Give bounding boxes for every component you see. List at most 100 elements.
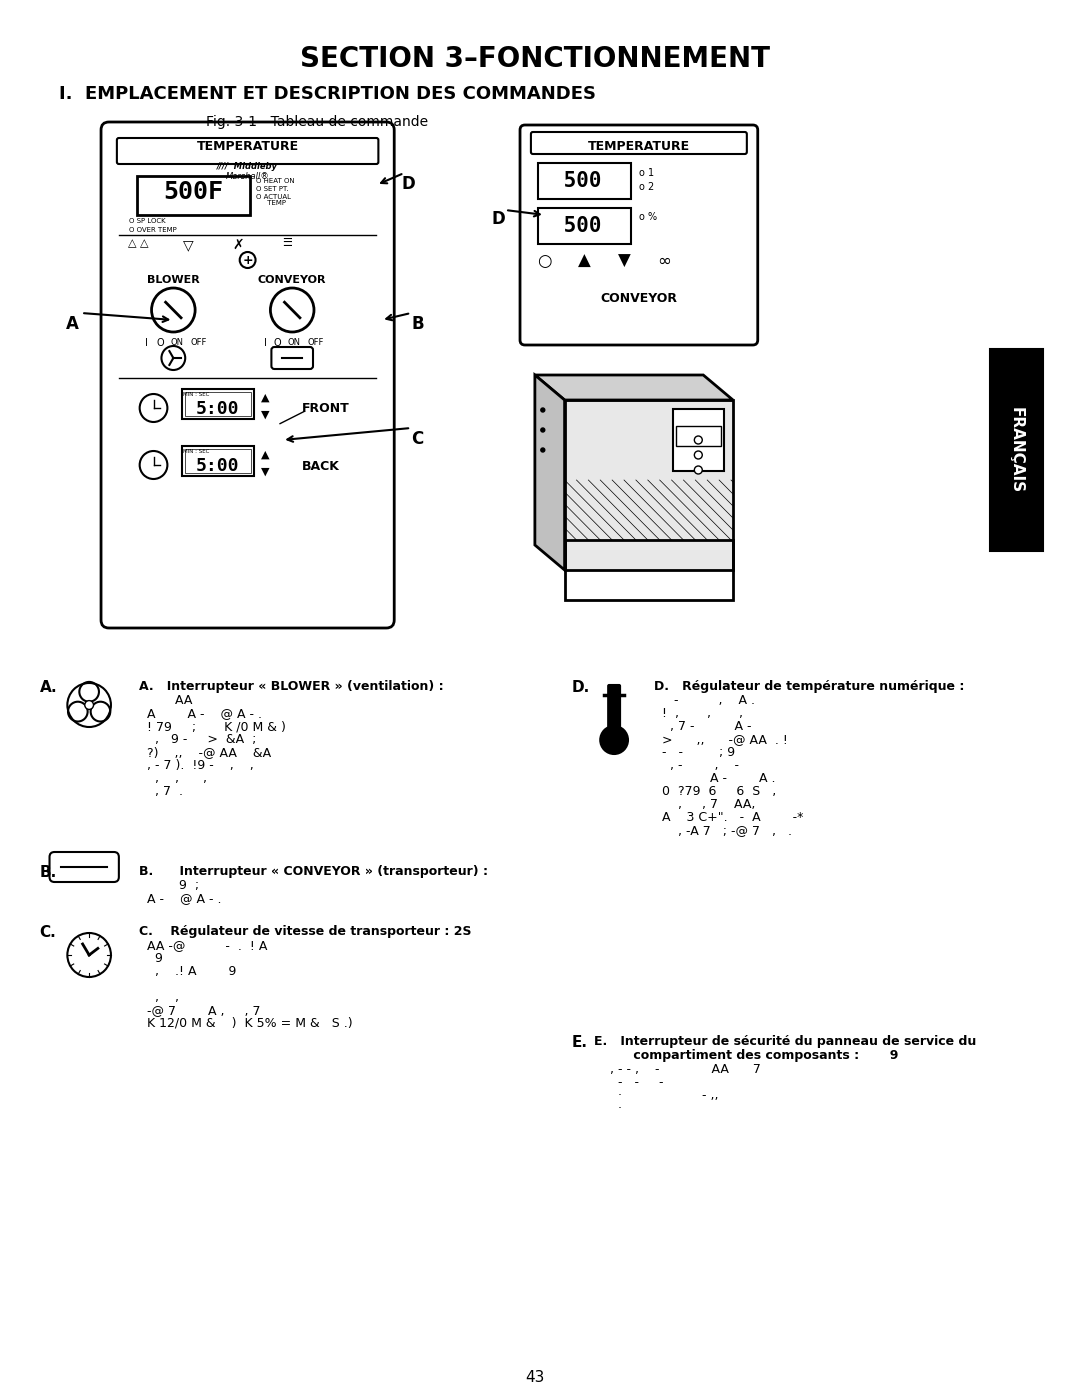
- Text: ▼: ▼: [261, 409, 270, 420]
- Text: Fig. 3-1 - Tableau de commande: Fig. 3-1 - Tableau de commande: [206, 115, 428, 129]
- Text: 9: 9: [138, 951, 163, 965]
- Circle shape: [85, 701, 94, 710]
- Circle shape: [67, 933, 111, 977]
- FancyBboxPatch shape: [137, 176, 249, 215]
- Text: compartiment des composants :       9: compartiment des composants : 9: [594, 1049, 899, 1062]
- Text: 5:00: 5:00: [197, 457, 240, 475]
- Text: MIN : SEC: MIN : SEC: [184, 393, 210, 397]
- Text: ▼: ▼: [618, 251, 631, 270]
- Text: C.    Régulateur de vitesse de transporteur : 2S: C. Régulateur de vitesse de transporteur…: [138, 925, 471, 937]
- Text: ?)    ,,    -@ AA    &A: ?) ,, -@ AA &A: [138, 746, 271, 759]
- Text: OFF: OFF: [190, 338, 206, 346]
- FancyBboxPatch shape: [673, 409, 724, 471]
- Circle shape: [600, 726, 627, 754]
- Text: O OVER TEMP: O OVER TEMP: [129, 226, 176, 233]
- Text: ,    .! A        9: , .! A 9: [138, 965, 237, 978]
- Text: -          ,    A .: - , A .: [653, 694, 755, 707]
- Text: 500: 500: [551, 170, 602, 191]
- Circle shape: [151, 288, 195, 332]
- Circle shape: [139, 394, 167, 422]
- FancyBboxPatch shape: [675, 426, 721, 446]
- Text: △ △: △ △: [129, 237, 149, 249]
- Text: o %: o %: [639, 212, 657, 222]
- Text: ·: ·: [594, 1102, 622, 1115]
- Circle shape: [161, 346, 186, 370]
- Text: ○: ○: [538, 251, 552, 270]
- Text: +: +: [242, 253, 253, 267]
- Text: 500F: 500F: [163, 180, 224, 204]
- Text: O SET PT.: O SET PT.: [256, 186, 288, 191]
- Text: B.      Interrupteur « CONVEYOR » (transporteur) :: B. Interrupteur « CONVEYOR » (transporte…: [138, 865, 488, 877]
- Text: CONVEYOR: CONVEYOR: [600, 292, 677, 305]
- Text: C.: C.: [40, 925, 56, 940]
- FancyBboxPatch shape: [183, 446, 254, 476]
- Text: A.   Interrupteur « BLOWER » (ventilation) :: A. Interrupteur « BLOWER » (ventilation)…: [138, 680, 443, 693]
- Circle shape: [91, 701, 110, 721]
- Text: ▼: ▼: [261, 467, 270, 476]
- Text: ▲: ▲: [261, 393, 270, 402]
- Text: ////  Middleby: //// Middleby: [217, 162, 279, 170]
- Text: AA -@          -  .  ! A: AA -@ - . ! A: [138, 939, 267, 951]
- Text: O: O: [273, 338, 281, 348]
- Text: O HEAT ON: O HEAT ON: [256, 177, 294, 184]
- Text: D.: D.: [571, 680, 590, 694]
- FancyBboxPatch shape: [519, 124, 758, 345]
- Text: , 7  .: , 7 .: [138, 785, 183, 798]
- FancyBboxPatch shape: [50, 852, 119, 882]
- Text: A    3 C+".   -  A        -*: A 3 C+". - A -*: [653, 812, 804, 824]
- Circle shape: [79, 682, 99, 701]
- FancyBboxPatch shape: [186, 448, 251, 474]
- Text: FRANÇAIS: FRANÇAIS: [1009, 407, 1024, 493]
- Circle shape: [694, 436, 702, 444]
- Text: A: A: [66, 314, 79, 332]
- Text: A        A -    @ A - .: A A - @ A - .: [138, 707, 261, 719]
- FancyBboxPatch shape: [538, 208, 631, 244]
- Text: , 7 -          A -: , 7 - A -: [653, 719, 752, 733]
- FancyBboxPatch shape: [538, 163, 631, 198]
- Text: ,    ,      ,: , , ,: [138, 773, 206, 785]
- FancyBboxPatch shape: [989, 349, 1043, 550]
- Text: ,     , 7    AA,: , , 7 AA,: [653, 798, 755, 812]
- Circle shape: [68, 701, 87, 721]
- Text: K 12/0 M &    )  K 5% = M &   S .): K 12/0 M & ) K 5% = M & S .): [138, 1017, 352, 1030]
- Text: A -    @ A - .: A - @ A - .: [138, 893, 221, 905]
- Text: o 1: o 1: [639, 168, 654, 177]
- Text: E.   Interrupteur de sécurité du panneau de service du: E. Interrupteur de sécurité du panneau d…: [594, 1035, 976, 1048]
- Text: !  ,       ,       ,: ! , , ,: [653, 707, 743, 719]
- Polygon shape: [565, 400, 733, 570]
- FancyBboxPatch shape: [183, 388, 254, 419]
- Circle shape: [240, 251, 256, 268]
- FancyBboxPatch shape: [271, 346, 313, 369]
- Text: ▲: ▲: [261, 450, 270, 460]
- Text: OFF: OFF: [307, 338, 323, 346]
- Text: ∞: ∞: [657, 251, 671, 270]
- Text: -@ 7        A ,     , 7: -@ 7 A , , 7: [138, 1004, 260, 1017]
- Text: B.: B.: [40, 865, 57, 880]
- Text: ON: ON: [171, 338, 184, 346]
- Circle shape: [139, 451, 167, 479]
- Text: D: D: [401, 175, 415, 193]
- Text: I.  EMPLACEMENT ET DESCRIPTION DES COMMANDES: I. EMPLACEMENT ET DESCRIPTION DES COMMAN…: [59, 85, 596, 103]
- Text: MIN : SEC: MIN : SEC: [184, 448, 210, 454]
- FancyBboxPatch shape: [117, 138, 378, 163]
- FancyBboxPatch shape: [186, 393, 251, 416]
- Text: D.   Régulateur de température numérique :: D. Régulateur de température numérique :: [653, 680, 964, 693]
- Text: E.: E.: [571, 1035, 588, 1051]
- Text: ▲: ▲: [578, 251, 591, 270]
- Text: BLOWER: BLOWER: [147, 275, 200, 285]
- FancyBboxPatch shape: [531, 131, 747, 154]
- Text: 43: 43: [525, 1370, 544, 1384]
- Polygon shape: [535, 374, 565, 570]
- Circle shape: [541, 408, 544, 412]
- Text: -   -     -: - - -: [594, 1076, 664, 1090]
- Text: 0  ?79  6     6  S   ,: 0 ?79 6 6 S ,: [653, 785, 777, 798]
- FancyBboxPatch shape: [608, 685, 620, 726]
- Text: , -A 7   ; -@ 7   ,   .: , -A 7 ; -@ 7 , .: [653, 824, 792, 837]
- Text: ,   9 -     >  &A  ;: , 9 - > &A ;: [138, 733, 256, 746]
- Circle shape: [694, 467, 702, 474]
- Text: A -        A .: A - A .: [653, 773, 775, 785]
- Text: O: O: [157, 338, 164, 348]
- Circle shape: [270, 288, 314, 332]
- Text: C: C: [411, 430, 423, 448]
- Circle shape: [541, 427, 544, 432]
